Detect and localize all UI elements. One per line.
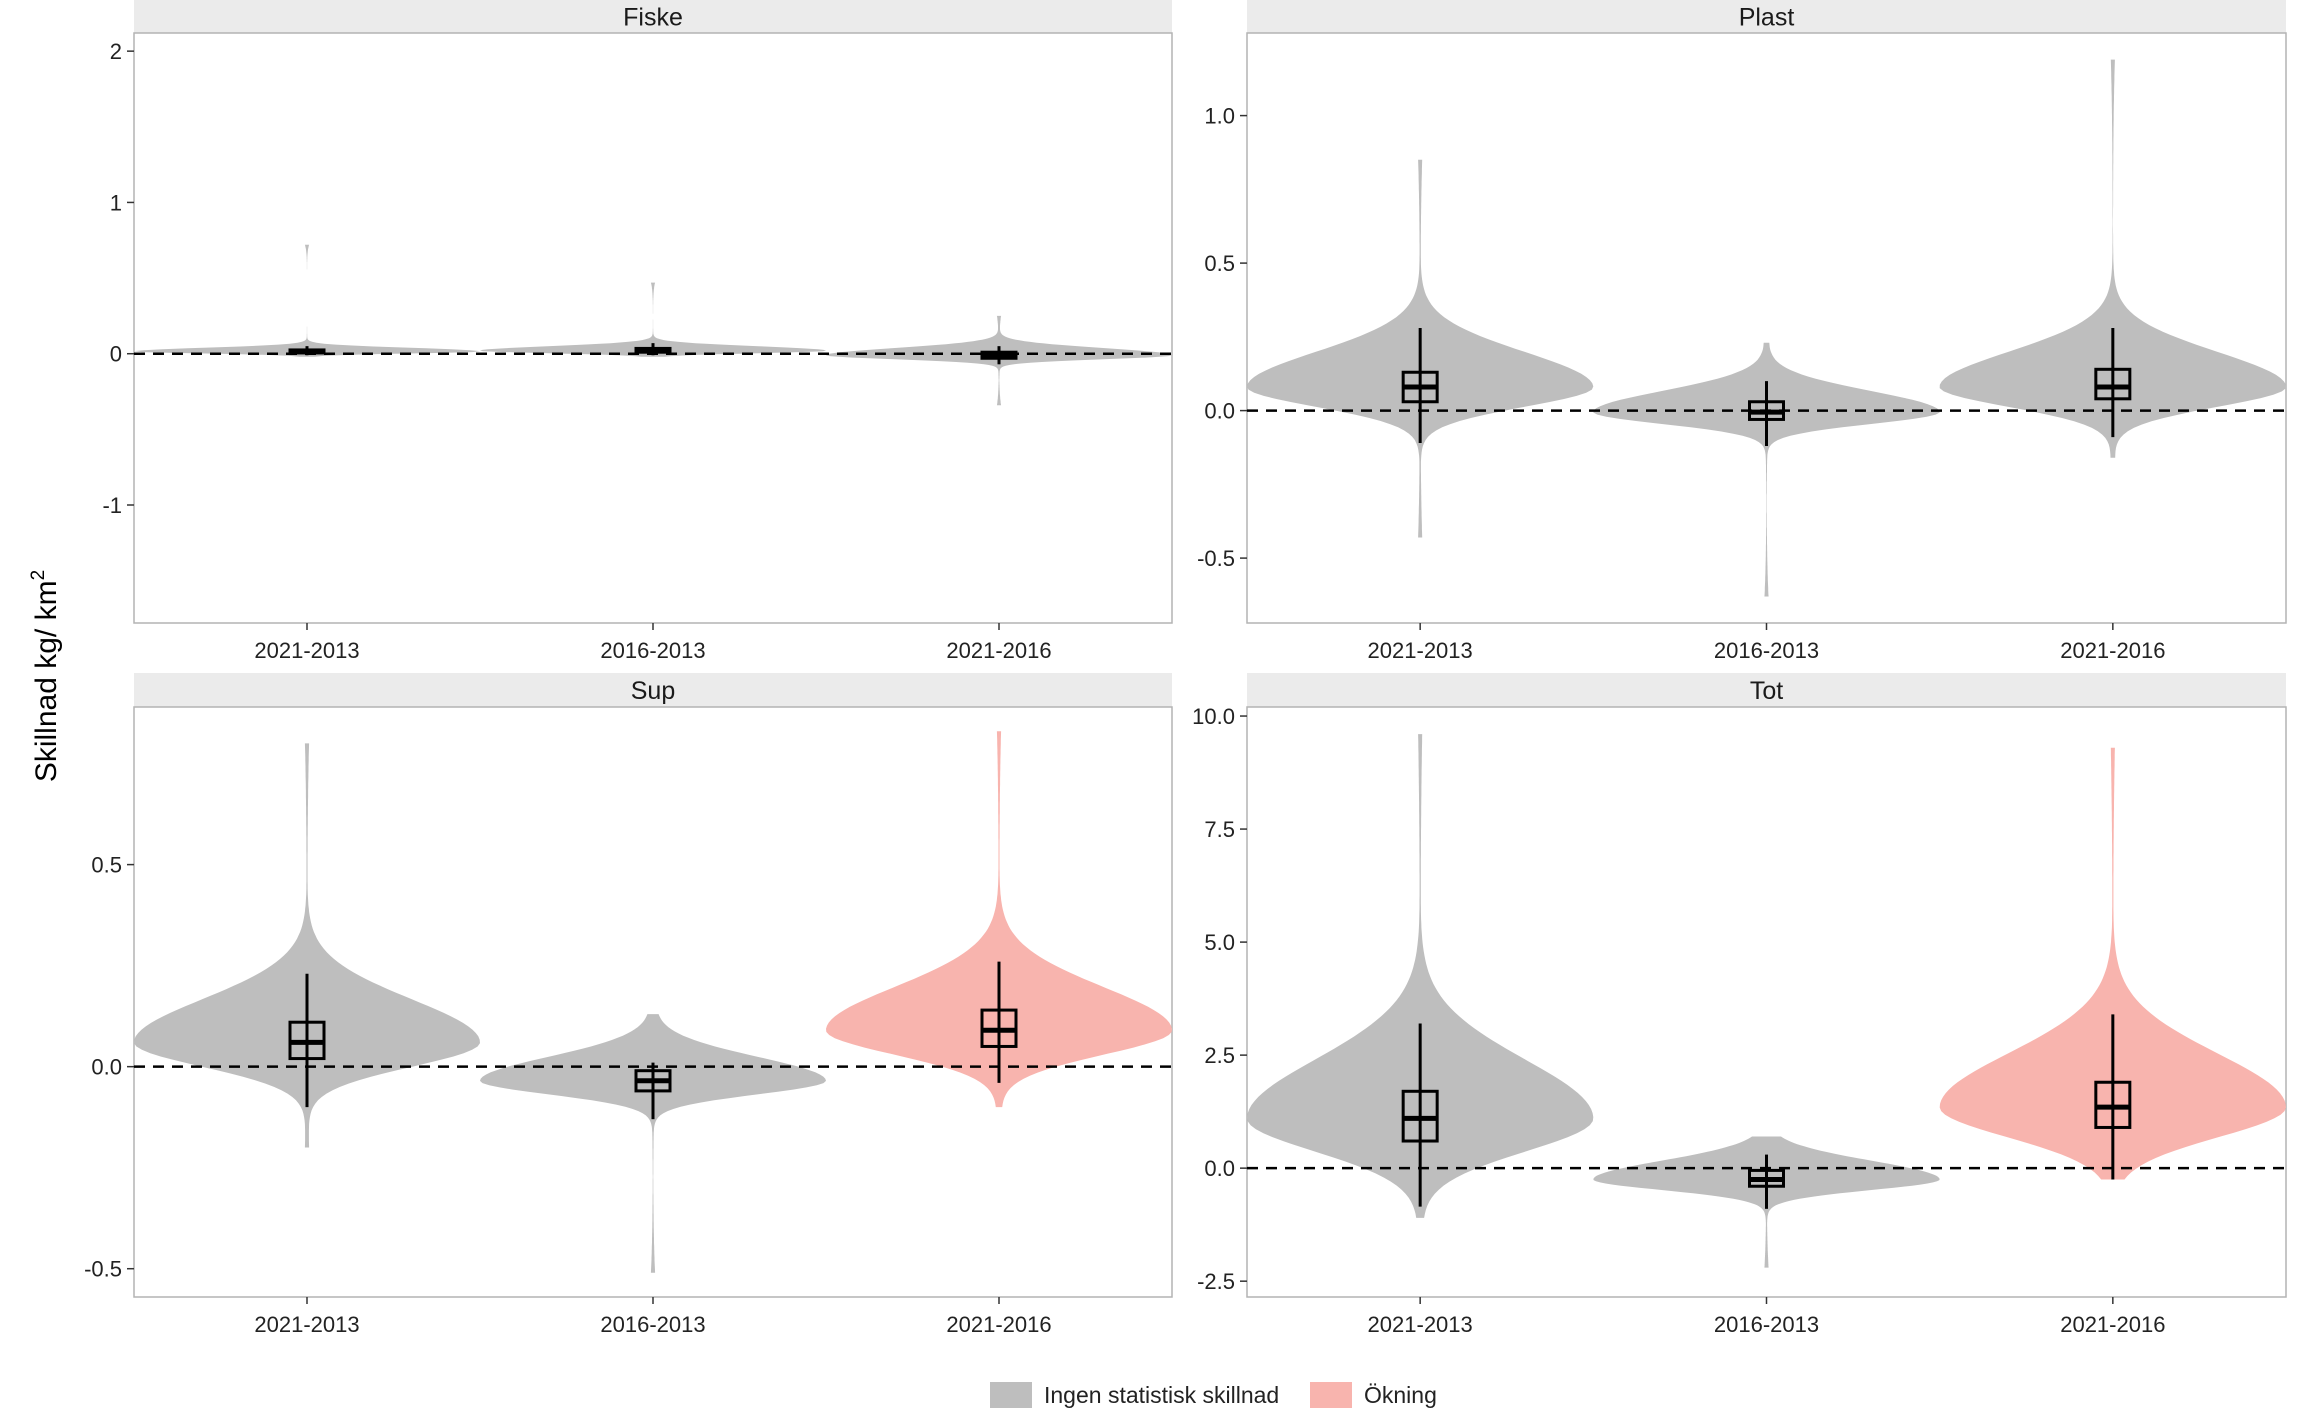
y-tick-label: 5.0 — [1204, 930, 1235, 955]
facet-sup: Sup -0.5 0.0 0.5 2021-2013 2016-2013 2021-2016 — [84, 673, 1173, 1337]
x-tick-label: 2021-2016 — [946, 638, 1051, 663]
y-tick-label: 10.0 — [1192, 704, 1235, 729]
y-tick-label: -1 — [102, 493, 122, 518]
y-tick-label: 1.0 — [1204, 104, 1235, 129]
facet-title: Plast — [1739, 4, 1795, 32]
x-tick-label: 2016-2013 — [600, 638, 705, 663]
legend: Ingen statistisk skillnad Ökning — [990, 1382, 1437, 1408]
y-tick-label: 7.5 — [1204, 817, 1235, 842]
violin-2016-2013 — [480, 1014, 826, 1273]
y-tick-label: 0.0 — [1204, 399, 1235, 424]
x-tick-label: 2016-2013 — [1714, 1312, 1819, 1337]
facet-plast: Plast -0.5 0.0 0.5 1.0 2021-2013 2016-2013 2021… — [1197, 0, 2287, 663]
violin-2021-2013 — [134, 244, 480, 357]
y-tick-label: 1 — [110, 190, 122, 215]
facet-title: Sup — [631, 677, 675, 705]
y-tick-label: 0.5 — [91, 853, 122, 878]
x-tick-label: 2021-2016 — [2060, 638, 2165, 663]
facet-strip — [1247, 673, 2286, 707]
violin-2016-2013 — [480, 282, 826, 357]
facet-strip — [1247, 0, 2286, 33]
x-tick-label: 2016-2013 — [1714, 638, 1819, 663]
y-tick-label: 0.5 — [1204, 251, 1235, 276]
violin-2021-2016 — [1939, 59, 2286, 458]
legend-label: Ingen statistisk skillnad — [1044, 1382, 1279, 1408]
violin-2016-2013 — [1593, 342, 1940, 597]
x-tick-label: 2021-2016 — [2060, 1312, 2165, 1337]
legend-swatch — [990, 1382, 1032, 1408]
x-tick-label: 2021-2016 — [946, 1312, 1051, 1337]
y-tick-label: 2.5 — [1204, 1043, 1235, 1068]
y-tick-label: 0.0 — [91, 1055, 122, 1080]
violin-2021-2013 — [134, 743, 480, 1148]
x-tick-label: 2021-2013 — [254, 1312, 359, 1337]
x-tick-label: 2021-2013 — [1368, 1312, 1473, 1337]
x-tick-label: 2021-2013 — [1368, 638, 1473, 663]
y-tick-label: 2 — [110, 39, 122, 64]
facet-title: Tot — [1750, 677, 1783, 705]
y-tick-label: 0 — [110, 342, 122, 367]
x-tick-label: 2016-2013 — [600, 1312, 705, 1337]
legend-label: Ökning — [1364, 1382, 1437, 1408]
violin-2021-2016 — [826, 731, 1172, 1108]
facet-strip — [134, 673, 1172, 707]
facet-title: Fiske — [623, 4, 683, 32]
y-tick-label: 0.0 — [1204, 1156, 1235, 1181]
y-tick-label: -0.5 — [84, 1257, 122, 1282]
y-tick-label: -2.5 — [1197, 1269, 1235, 1294]
box-2021-2016 — [2094, 367, 2132, 401]
violin-2021-2016 — [1939, 747, 2286, 1180]
y-tick-label: -0.5 — [1197, 546, 1235, 571]
facet-tot: Tot -2.5 0.0 2.5 5.0 7.5 10.0 2021-2013 2016-201… — [1192, 673, 2287, 1337]
x-tick-label: 2021-2013 — [254, 638, 359, 663]
facet-fiske: Fiske -1 0 1 2 2021-2013 2016-2013 2021-2016 — [102, 0, 1173, 663]
facet-strip — [134, 0, 1172, 33]
legend-swatch — [1310, 1382, 1352, 1408]
y-axis-label: Skillnad kg/ km2 — [28, 570, 63, 782]
violin-2021-2013 — [1247, 734, 1594, 1218]
